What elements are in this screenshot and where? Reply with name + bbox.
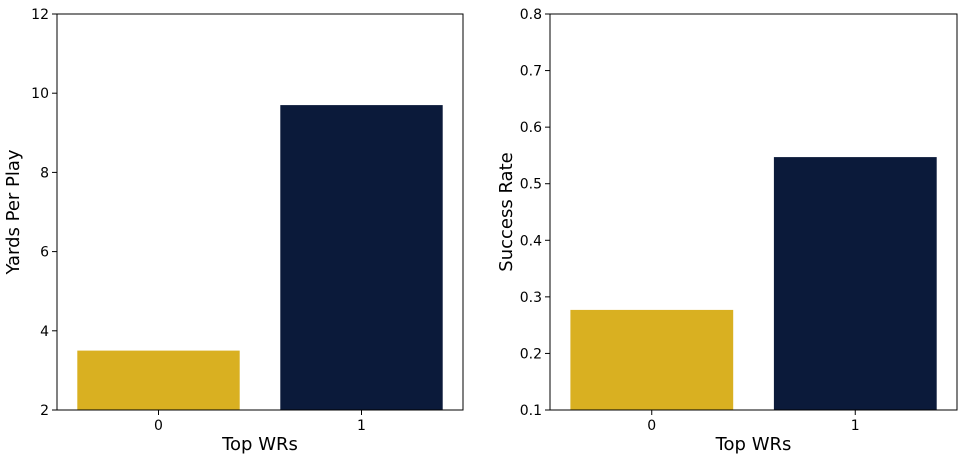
y-tick-label: 8 bbox=[40, 165, 49, 181]
chart-panel-0: 2 4 6 8 10 12 0 1 Top WRs Yards Per Play bbox=[3, 7, 464, 455]
y-tick-label: 0.2 bbox=[520, 346, 542, 362]
x-tick-label: 0 bbox=[154, 418, 163, 434]
x-tick-label: 1 bbox=[851, 418, 860, 434]
y-tick-label: 0.5 bbox=[520, 177, 542, 193]
y-tick-label: 0.4 bbox=[520, 233, 542, 249]
y-tick-label: 10 bbox=[31, 86, 49, 102]
y-tick-label: 2 bbox=[40, 403, 49, 419]
y-tick-label: 0.3 bbox=[520, 290, 542, 306]
x-axis-label: Top WRs bbox=[715, 434, 792, 455]
x-axis-label: Top WRs bbox=[221, 434, 298, 455]
bar-1 bbox=[280, 105, 443, 410]
axes-frame bbox=[56, 13, 464, 411]
y-tick-label: 0.8 bbox=[520, 7, 542, 23]
x-tick-label: 1 bbox=[357, 418, 366, 434]
y-tick-label: 0.7 bbox=[520, 64, 542, 80]
y-axis-label: Success Rate bbox=[496, 152, 517, 271]
bar-0 bbox=[570, 309, 734, 410]
axes-frame bbox=[549, 13, 958, 411]
chart-panel-1: 0.1 0.2 0.3 0.4 0.5 0.6 0.7 0.8 0 1 Top WRs Success… bbox=[496, 7, 958, 455]
y-tick-label: 0.1 bbox=[520, 403, 542, 419]
y-tick-label: 6 bbox=[40, 245, 49, 261]
bar-1 bbox=[773, 157, 937, 410]
y-tick-label: 4 bbox=[40, 324, 49, 340]
bar-0 bbox=[77, 350, 240, 410]
y-tick-label: 12 bbox=[31, 7, 49, 23]
y-tick-label: 0.6 bbox=[520, 120, 542, 136]
y-axis-label: Yards Per Play bbox=[3, 149, 24, 275]
x-tick-label: 0 bbox=[647, 418, 656, 434]
